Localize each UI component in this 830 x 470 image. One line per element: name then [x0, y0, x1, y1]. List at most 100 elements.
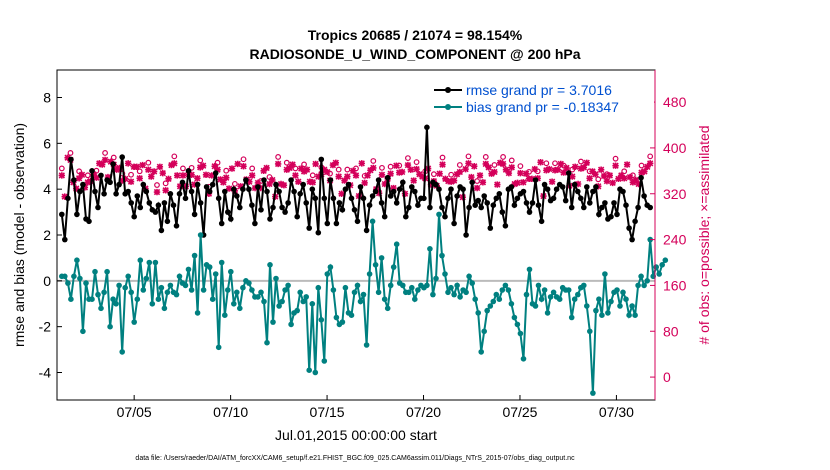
left-tick-label: 8 [43, 90, 51, 106]
rmse-point [155, 202, 162, 208]
obs-assimilated-marker [517, 169, 524, 177]
x-tick-label: 07/10 [213, 404, 248, 420]
bias-point [312, 369, 319, 376]
obs-assimilated-marker [217, 176, 224, 183]
chart-title-line2: RADIOSONDE_U_WIND_COMPONENT @ 200 hPa [249, 46, 580, 62]
right-tick-label: 320 [663, 186, 687, 202]
bias-point [237, 305, 243, 312]
obs-assimilated-marker [419, 173, 426, 180]
bias-point [544, 310, 551, 316]
rmse-point [206, 188, 213, 195]
obs-assimilated-marker [505, 169, 513, 177]
rmse-point [611, 200, 617, 206]
rmse-point [309, 186, 316, 192]
rmse-point [400, 179, 406, 186]
obs-possible-marker [335, 166, 342, 173]
rmse-point [520, 188, 527, 195]
legend: rmse grand pr = 3.7016 bias grand pr = -… [428, 80, 654, 118]
rmse-point [89, 168, 95, 174]
bias-point [297, 289, 304, 296]
bias-point [318, 317, 325, 323]
x-tick-label: 07/20 [406, 404, 441, 420]
rmse-point [638, 174, 644, 181]
obs-assimilated-marker [289, 161, 296, 168]
bias-series [59, 211, 669, 396]
rmse-point [218, 220, 225, 227]
bias-point [442, 271, 448, 277]
obs-possible-marker [292, 165, 299, 172]
bias-point [590, 390, 596, 396]
rmse-point [614, 211, 620, 218]
rmse-point [584, 184, 590, 190]
bias-point [378, 255, 385, 261]
obs-assimilated-marker [93, 174, 100, 181]
rmse-point [357, 184, 364, 190]
rmse-point [176, 191, 183, 197]
obs-assimilated-marker [251, 184, 259, 192]
rmse-point [599, 204, 605, 211]
rmse-point [98, 172, 104, 179]
bias-point [511, 314, 518, 321]
bias-point [294, 307, 301, 314]
rmse-point [101, 191, 107, 197]
rmse-point [294, 213, 301, 220]
rmse-point [575, 188, 581, 195]
bias-point [538, 296, 545, 303]
rmse-point [499, 209, 506, 215]
x-axis: 07/05 07/10 07/15 07/20 07/25 07/30 [117, 395, 634, 420]
obs-assimilated-marker [136, 175, 143, 182]
legend-rmse-label: rmse grand pr = 3.7016 [466, 82, 612, 98]
obs-possible-marker [439, 154, 446, 161]
rmse-point [264, 188, 270, 195]
obs-assimilated-marker [456, 168, 464, 176]
rmse-point [427, 204, 433, 211]
obs-possible-marker [84, 172, 91, 179]
bias-point [176, 273, 183, 280]
bias-point [641, 282, 647, 289]
obs-assimilated-marker [173, 172, 181, 179]
obs-assimilated-marker [580, 164, 588, 171]
rmse-point [125, 188, 131, 195]
bias-point [74, 257, 80, 264]
rmse-point [544, 186, 551, 192]
obs-assimilated-marker [78, 171, 86, 179]
rmse-point [249, 202, 255, 208]
bias-point [246, 280, 252, 286]
bias-point [324, 271, 331, 277]
obs-possible-marker [612, 155, 619, 162]
bias-point [309, 301, 316, 307]
rmse-point [387, 193, 394, 199]
bias-point [264, 339, 270, 346]
obs-possible-marker [430, 171, 437, 178]
rmse-point [315, 229, 322, 236]
bias-point [104, 268, 110, 275]
bias-point [593, 307, 599, 314]
bias-point [62, 273, 68, 280]
bias-point [430, 291, 436, 298]
bias-point [128, 289, 134, 296]
rmse-point [282, 209, 288, 215]
rmse-point [222, 188, 228, 195]
bias-point [629, 303, 635, 309]
bias-point [526, 266, 533, 273]
rmse-point [182, 195, 189, 202]
obs-assimilated-marker [341, 177, 348, 184]
rmse-point [415, 202, 421, 208]
rmse-point [384, 174, 391, 181]
rmse-point [146, 200, 153, 206]
bias-point [249, 287, 255, 293]
obs-assimilated-marker [220, 179, 227, 186]
bias-point [240, 284, 246, 291]
rmse-point [65, 195, 71, 202]
bias-point [656, 271, 662, 277]
rmse-point [475, 197, 482, 204]
obs-possible-marker [231, 180, 238, 187]
obs-possible-marker [500, 154, 506, 160]
obs-assimilated-marker [600, 172, 608, 180]
plot-background [57, 70, 655, 400]
bias-point [487, 303, 494, 309]
obs-possible-marker [595, 176, 602, 183]
bias-point [158, 284, 165, 291]
obs-assimilated-marker [644, 163, 651, 171]
bias-point [406, 289, 412, 296]
